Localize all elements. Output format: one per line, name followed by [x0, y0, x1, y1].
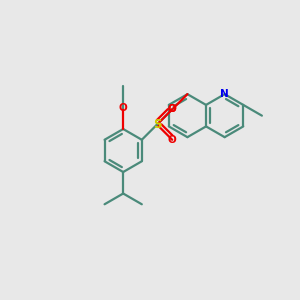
Text: O: O [168, 104, 177, 114]
Text: O: O [119, 103, 128, 112]
Text: N: N [220, 89, 229, 99]
Text: S: S [153, 118, 161, 131]
Text: O: O [168, 104, 177, 114]
Text: O: O [168, 135, 177, 145]
